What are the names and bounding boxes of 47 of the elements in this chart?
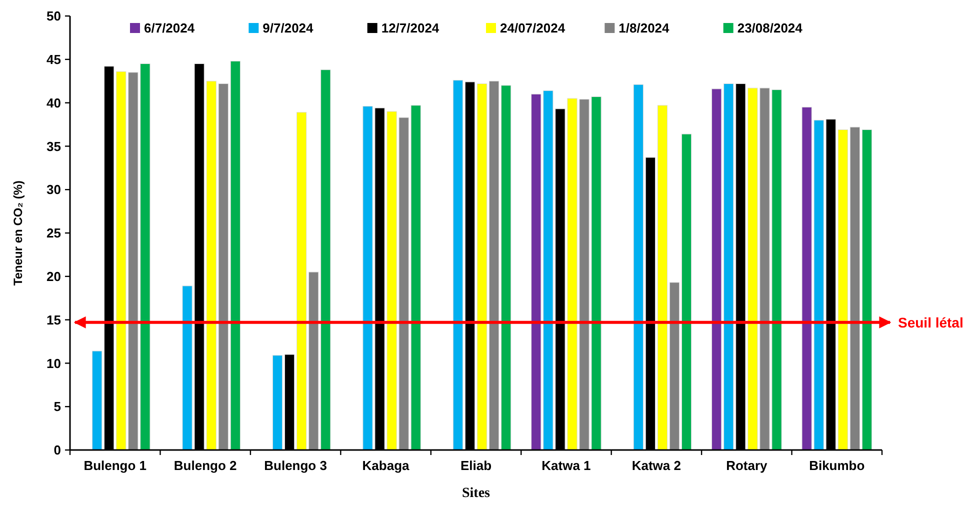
x-tick-label: Rotary	[726, 458, 768, 473]
legend-label: 24/07/2024	[500, 20, 566, 36]
bar	[230, 60, 240, 450]
x-tick-label: Bikumbo	[809, 458, 865, 473]
x-tick-label: Bulengo 3	[264, 458, 327, 473]
y-tick-label: 25	[46, 226, 61, 241]
y-tick-label: 50	[46, 8, 61, 24]
y-tick-label: 45	[46, 52, 61, 67]
bar	[681, 134, 692, 450]
legend-label: 23/08/2024	[737, 20, 804, 36]
bar	[850, 126, 860, 450]
legend-label: 1/8/2024	[618, 20, 670, 36]
legend-label: 12/7/2024	[381, 20, 440, 36]
x-tick-label: Katwa 2	[632, 458, 682, 473]
bar	[296, 112, 307, 450]
bar	[838, 129, 848, 450]
bar	[669, 282, 680, 450]
bar	[272, 355, 283, 450]
bar	[488, 80, 500, 450]
x-tick-label: Bulengo 2	[174, 458, 237, 473]
x-axis-title: Sites	[462, 486, 491, 501]
bar	[657, 105, 668, 450]
x-tick-label: Bulengo 1	[84, 458, 147, 473]
y-axis-title: Teneur en CO₂ (%)	[11, 180, 25, 286]
y-tick-label: 5	[54, 399, 61, 414]
y-tick-label: 35	[46, 138, 61, 154]
y-tick-label: 20	[46, 268, 61, 284]
y-tick-label: 10	[46, 356, 61, 371]
legend-label: 6/7/2024	[144, 20, 196, 36]
bar	[633, 84, 644, 450]
bar	[308, 272, 319, 450]
x-tick-label: Katwa 1	[542, 458, 591, 473]
y-tick-label: 30	[46, 182, 61, 198]
y-tick-label: 40	[46, 95, 61, 110]
bar	[712, 88, 722, 450]
bar	[862, 129, 872, 450]
bar	[92, 350, 102, 450]
bar	[320, 70, 331, 450]
bar	[501, 85, 512, 450]
ref-line-label: Seuil létal	[898, 314, 964, 330]
x-tick-label: Kabaga	[362, 458, 410, 473]
legend-label: 9/7/2024	[262, 20, 314, 36]
bar	[452, 80, 464, 450]
y-tick-label: 0	[54, 442, 61, 458]
bar	[476, 83, 488, 450]
y-tick-label: 15	[46, 312, 61, 328]
x-tick-label: Eliab	[460, 458, 492, 473]
